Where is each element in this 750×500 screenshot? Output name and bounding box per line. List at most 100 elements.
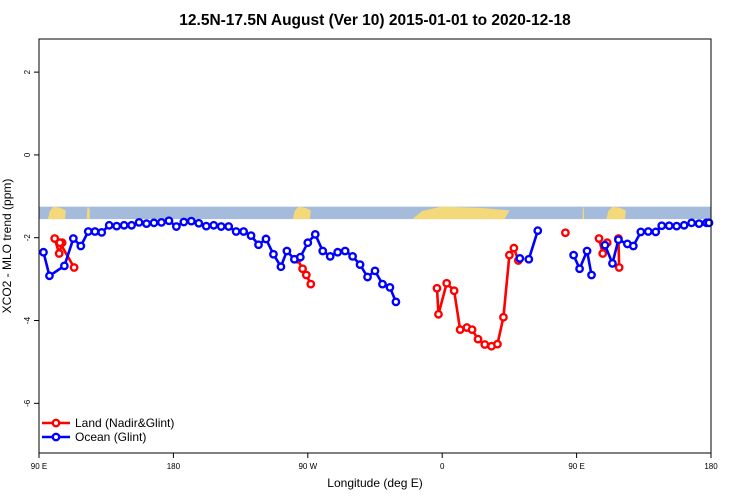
- y-tick-label: 0: [23, 152, 32, 157]
- data-point: [363, 272, 372, 282]
- x-axis: 90 E 180 90 W 0 90 E 180: [31, 453, 718, 471]
- legend-marker: [51, 432, 61, 442]
- legend-label: Land (Nadir&Glint): [75, 416, 174, 430]
- data-point: [664, 221, 674, 231]
- map-strip: [39, 206, 711, 220]
- x-tick-label: 180: [704, 462, 718, 471]
- data-point: [194, 218, 204, 228]
- data-point: [310, 230, 320, 239]
- data-point: [533, 226, 543, 236]
- data-point: [636, 227, 646, 237]
- legend-label: Ocean (Glint): [75, 430, 146, 444]
- data-point: [672, 221, 682, 231]
- data-point: [201, 221, 211, 231]
- data-point: [524, 254, 534, 264]
- data-point: [59, 261, 69, 271]
- data-point: [231, 227, 241, 236]
- map-strip-ocean: [39, 206, 711, 220]
- data-point: [455, 325, 465, 335]
- data-point: [449, 286, 459, 296]
- data-point: [355, 260, 365, 270]
- data-point: [561, 228, 570, 238]
- data-point: [325, 251, 335, 261]
- x-tick-label: 0: [440, 462, 445, 471]
- y-tick-label: 2: [23, 69, 32, 74]
- map-land-patch: [606, 206, 626, 220]
- data-point: [157, 218, 166, 227]
- series-layer: [39, 216, 714, 351]
- data-point: [587, 270, 596, 280]
- x-tick-label: 90 W: [298, 462, 317, 471]
- series-land: [50, 228, 624, 351]
- data-point: [76, 241, 86, 251]
- y-axis: 2 0 -2 -4 -6: [23, 69, 39, 407]
- data-point: [628, 241, 638, 251]
- data-point: [303, 238, 313, 248]
- data-point: [68, 234, 78, 243]
- data-point: [306, 279, 316, 289]
- data-point: [127, 220, 136, 230]
- data-point: [575, 264, 584, 274]
- data-point: [679, 220, 689, 230]
- y-tick-label: -2: [23, 234, 32, 242]
- data-point: [179, 217, 189, 227]
- data-point: [45, 271, 54, 281]
- data-point: [569, 250, 579, 260]
- data-point: [295, 252, 305, 262]
- chart-title: 12.5N-17.5N August (Ver 10) 2015-01-01 t…: [179, 12, 571, 29]
- data-point: [643, 227, 653, 236]
- data-point: [493, 339, 502, 349]
- data-point: [432, 283, 442, 293]
- data-point: [39, 247, 48, 257]
- data-point: [224, 222, 234, 231]
- data-point: [171, 222, 181, 231]
- data-point: [473, 334, 483, 344]
- data-point: [509, 243, 519, 253]
- legend-marker: [51, 418, 61, 428]
- data-point: [134, 218, 144, 227]
- data-point: [333, 247, 343, 257]
- data-point: [594, 234, 604, 243]
- data-point: [657, 221, 667, 231]
- map-land-patch: [47, 206, 66, 220]
- y-tick-label: -6: [23, 399, 32, 407]
- data-point: [261, 234, 271, 244]
- data-point: [687, 218, 696, 228]
- data-point: [515, 254, 525, 263]
- x-tick-label: 180: [167, 462, 181, 471]
- series-line: [527, 230, 540, 260]
- data-point: [186, 216, 196, 226]
- data-point: [378, 279, 387, 289]
- map-land-patch: [582, 206, 585, 220]
- data-point: [651, 227, 661, 237]
- data-point: [608, 258, 617, 268]
- x-tick-label: 90 E: [31, 462, 47, 471]
- data-point: [370, 266, 380, 276]
- data-point: [598, 249, 608, 258]
- data-point: [385, 282, 395, 292]
- data-point: [142, 219, 151, 229]
- data-point: [246, 231, 256, 241]
- data-point: [97, 227, 107, 237]
- data-point: [276, 262, 286, 272]
- data-point: [434, 309, 443, 319]
- data-point: [467, 325, 477, 335]
- data-point: [694, 219, 704, 229]
- plot-frame: [38, 38, 712, 454]
- x-axis-label: Longitude (deg E): [327, 476, 422, 490]
- data-point: [340, 246, 350, 256]
- data-point: [499, 312, 508, 322]
- data-point: [112, 221, 122, 231]
- data-point: [209, 220, 219, 230]
- data-point: [504, 250, 514, 260]
- legend: Land (Nadir&Glint)Ocean (Glint): [42, 416, 174, 444]
- data-point: [269, 249, 278, 259]
- data-point: [216, 222, 226, 231]
- data-point: [83, 227, 93, 236]
- data-point: [614, 235, 623, 245]
- plot-area: [38, 38, 714, 454]
- data-point: [614, 263, 624, 272]
- data-point: [600, 240, 610, 250]
- x-tick-label: 90 E: [568, 462, 584, 471]
